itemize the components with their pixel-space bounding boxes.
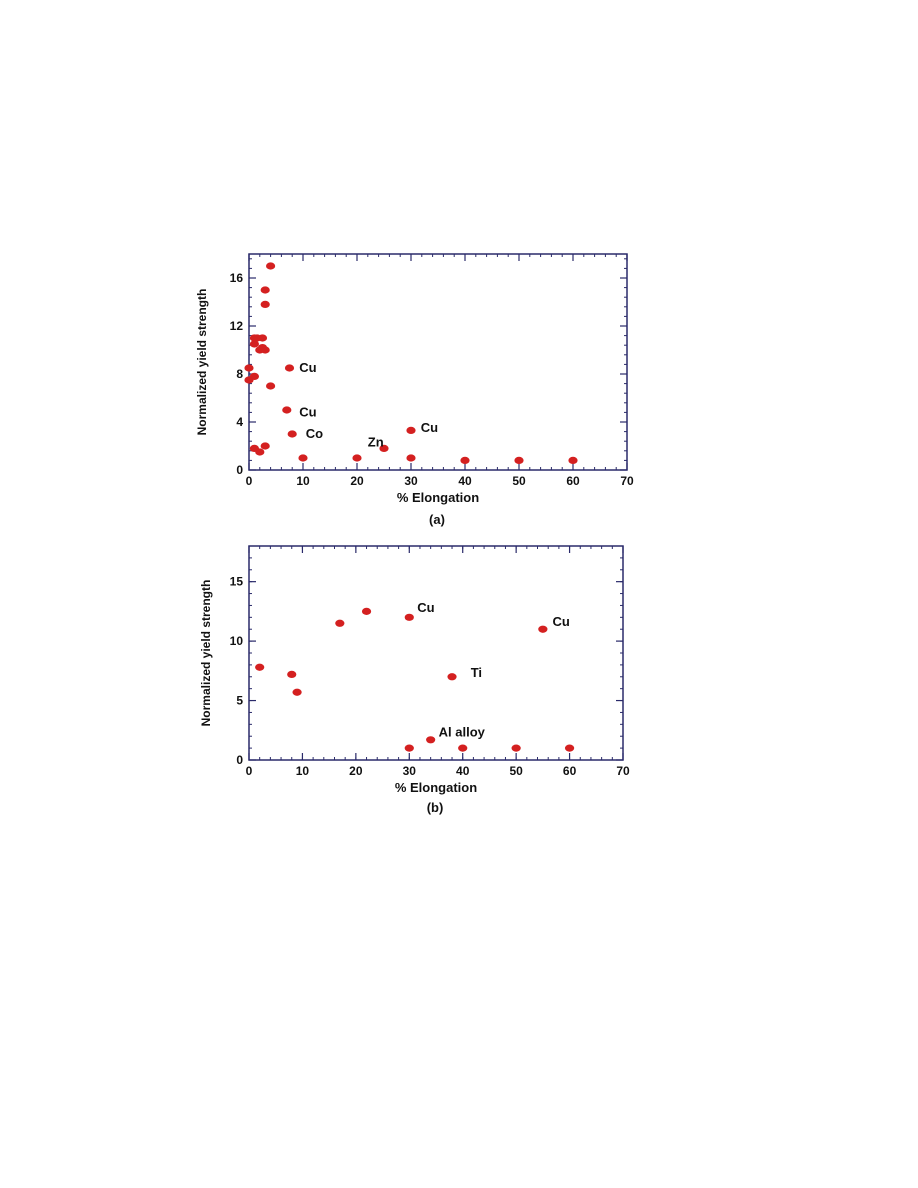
data-point xyxy=(404,613,414,621)
y-tick-label: 0 xyxy=(236,463,243,477)
chart-caption: (a) xyxy=(429,512,445,527)
x-tick-label: 50 xyxy=(512,474,526,488)
x-axis-label: % Elongation xyxy=(397,490,479,505)
data-point xyxy=(266,262,276,270)
x-axis-label: % Elongation xyxy=(395,780,477,795)
data-point xyxy=(292,688,302,696)
data-point xyxy=(287,430,297,438)
data-point xyxy=(257,344,268,352)
data-point xyxy=(260,286,270,294)
data-point xyxy=(260,442,270,450)
annotation-label: Cu xyxy=(299,360,316,375)
data-point xyxy=(379,444,389,452)
annotation-label: Co xyxy=(306,426,323,441)
annotation-label: Cu xyxy=(421,420,438,435)
x-tick-label: 30 xyxy=(404,474,418,488)
y-tick-label: 10 xyxy=(230,634,244,648)
annotation-label: Cu xyxy=(417,600,434,615)
y-tick-label: 16 xyxy=(230,271,244,285)
annotation-label: Zn xyxy=(368,434,384,449)
x-tick-label: 60 xyxy=(563,764,577,778)
plot-frame xyxy=(248,545,624,761)
x-tick-label: 60 xyxy=(566,474,580,488)
data-point xyxy=(298,454,308,462)
y-tick-label: 8 xyxy=(236,367,243,381)
data-point xyxy=(564,744,575,752)
data-point xyxy=(514,456,524,464)
data-point xyxy=(260,300,270,308)
x-tick-label: 40 xyxy=(458,474,472,488)
y-tick-label: 4 xyxy=(236,415,243,429)
x-tick-label: 70 xyxy=(620,474,634,488)
annotation-label: Cu xyxy=(552,614,569,629)
data-point xyxy=(460,456,470,464)
data-point xyxy=(447,673,457,681)
data-point xyxy=(458,744,468,752)
data-point xyxy=(361,607,372,615)
x-tick-label: 0 xyxy=(246,764,253,778)
plot-frame xyxy=(248,253,628,471)
y-axis-label: Normalized yield strength xyxy=(199,580,213,727)
x-tick-label: 40 xyxy=(456,764,470,778)
x-tick-label: 20 xyxy=(350,474,364,488)
y-tick-label: 0 xyxy=(236,753,243,767)
x-tick-label: 10 xyxy=(296,764,310,778)
data-point xyxy=(282,406,292,414)
x-tick-label: 10 xyxy=(296,474,310,488)
annotation-label: Ti xyxy=(471,665,482,680)
data-point xyxy=(406,454,416,462)
y-axis-label: Normalized yield strength xyxy=(195,289,209,436)
data-point xyxy=(249,340,259,348)
x-tick-label: 0 xyxy=(246,474,253,488)
data-point xyxy=(335,619,345,627)
chart-b: 0 10 20 30 40 50 60 70 0 5 10 15 % Elongation Normali… xyxy=(199,545,630,815)
data-point xyxy=(249,372,259,380)
annotation-label: Cu xyxy=(299,404,316,419)
data-point xyxy=(287,670,297,679)
data-point xyxy=(284,364,295,372)
y-tick-label: 12 xyxy=(230,319,244,333)
x-tick-label: 70 xyxy=(616,764,630,778)
data-point xyxy=(244,364,254,372)
data-point xyxy=(266,382,276,390)
data-point xyxy=(257,334,268,342)
data-point xyxy=(255,448,265,456)
x-tick-label: 30 xyxy=(403,764,417,778)
chart-a: 0 10 20 30 40 50 60 70 0 4 8 12 16 % Elongation Normal… xyxy=(195,253,634,527)
y-tick-label: 5 xyxy=(236,694,243,708)
data-point xyxy=(568,456,578,464)
data-point xyxy=(538,625,548,633)
data-point xyxy=(511,744,521,752)
data-point xyxy=(352,454,362,462)
data-point xyxy=(255,663,265,671)
data-point xyxy=(426,736,436,744)
x-tick-label: 20 xyxy=(349,764,363,778)
x-tick-label: 50 xyxy=(509,764,523,778)
y-tick-label: 15 xyxy=(230,575,244,589)
annotation-label: Al alloy xyxy=(439,725,486,740)
data-point xyxy=(404,744,414,752)
chart-caption: (b) xyxy=(427,800,444,815)
data-point xyxy=(406,426,416,434)
